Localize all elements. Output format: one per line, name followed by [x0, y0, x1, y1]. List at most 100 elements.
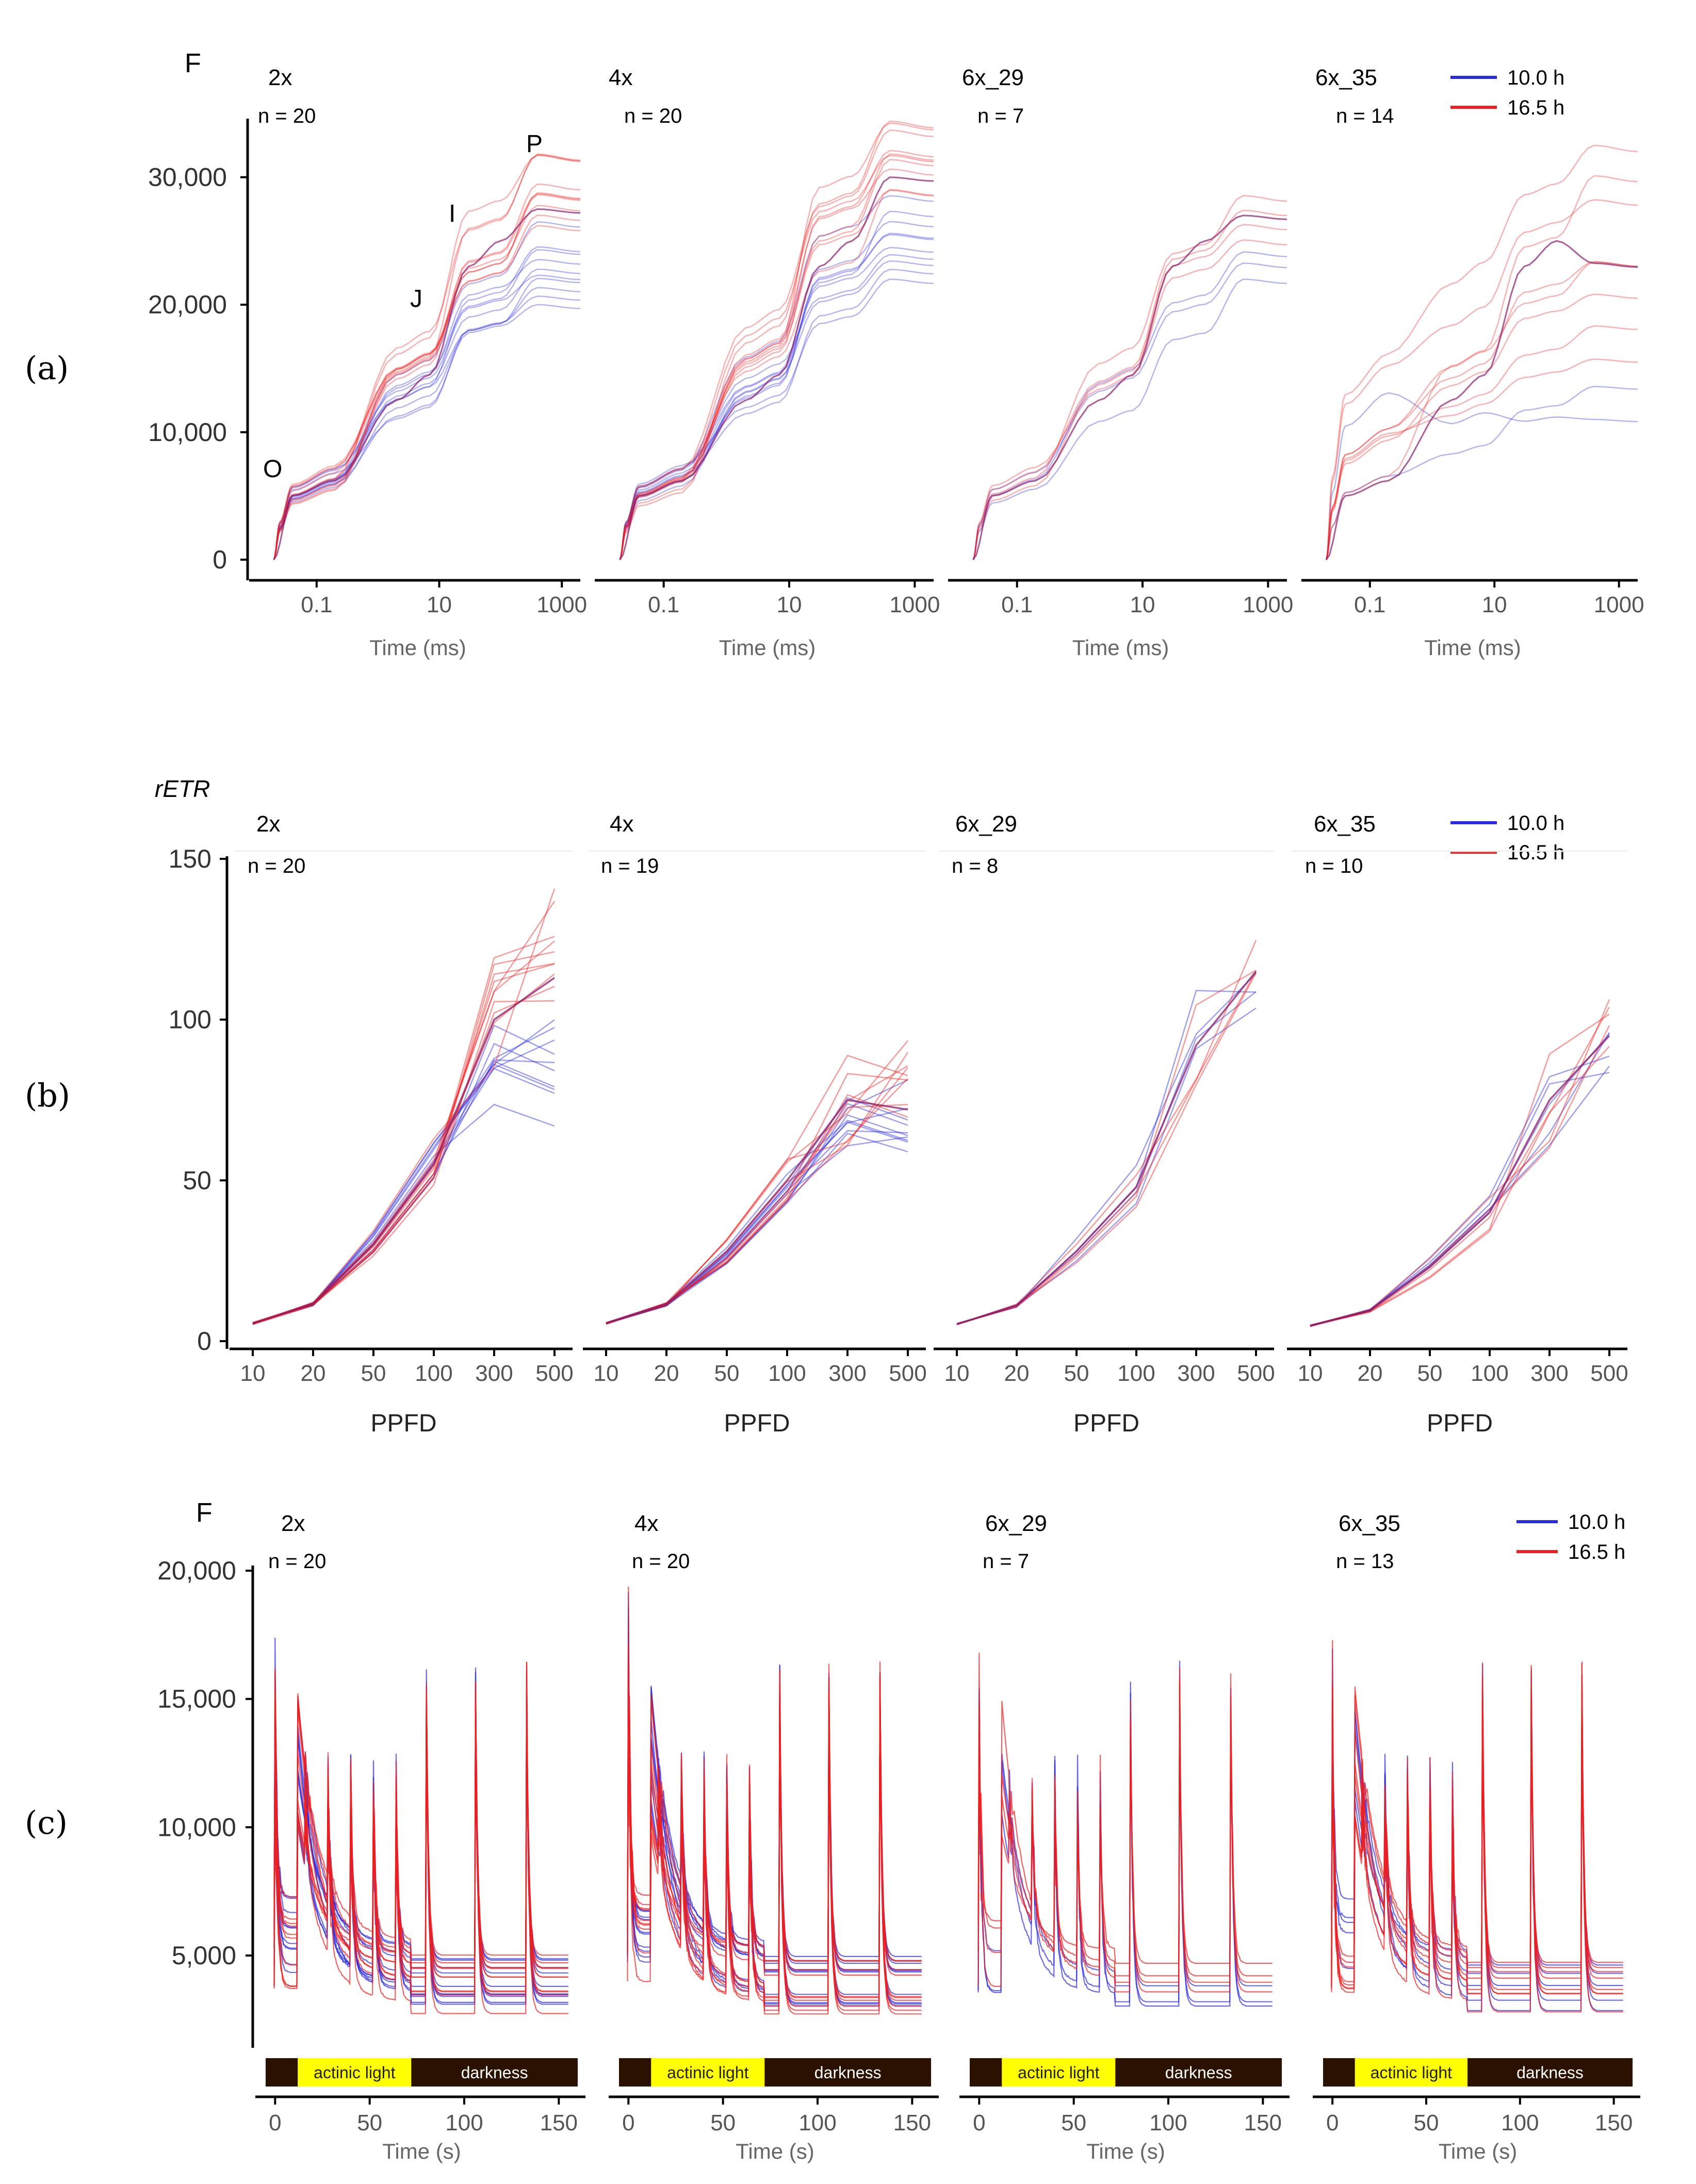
curve-b-4x-0 — [606, 1121, 908, 1324]
ojip-label-I: I — [449, 200, 455, 227]
curve-a-4x-6 — [619, 233, 934, 560]
curve-a-4x-0 — [619, 279, 934, 560]
x-title-b-6x_35: PPFD — [1427, 1410, 1493, 1437]
curve-c-4x-16 — [627, 1683, 922, 1976]
y-tick-label-b-1: 50 — [183, 1166, 211, 1195]
curve-b-2x-3 — [252, 1039, 555, 1324]
panel-label-c: (c) — [25, 1804, 68, 1841]
y-tick-label-c-2: 15,000 — [157, 1685, 236, 1714]
curve-a-2x-14 — [273, 194, 581, 560]
facet-b-2x: 10 20 50 100 300 500 PPFD 2x n = 20 — [230, 811, 574, 1437]
x-tick-label-b-6x_35-5: 500 — [1590, 1361, 1628, 1386]
curve-b-4x-8 — [606, 1103, 908, 1324]
curve-c-2x-1 — [273, 1692, 568, 1987]
facet-b-6x_35: 10 20 50 100 300 500 PPFD 6x_35n = 10 — [1287, 811, 1628, 1437]
x-tick-label-b-6x_35-0: 10 — [1298, 1361, 1323, 1386]
curve-a-4x-9 — [619, 195, 934, 560]
y-tick-label-b-0: 0 — [197, 1327, 211, 1356]
light-bar-actinic-label-4x: actinic light — [667, 2063, 748, 2082]
panel-label-a: (a) — [25, 349, 69, 387]
curve-a-2x-11 — [273, 214, 581, 560]
curve-a-2x-6 — [273, 259, 581, 560]
curve-a-6x_29-3 — [972, 239, 1287, 560]
panel-label-b: (b) — [25, 1077, 70, 1114]
y-tick-label-b-3: 150 — [169, 844, 211, 873]
curve-c-2x-6 — [273, 1699, 568, 2003]
curve-b-6x_35-mean — [1310, 1035, 1610, 1327]
facet-title-c-2x: 2x — [281, 1511, 305, 1536]
light-bar-darkness-4x — [764, 2058, 931, 2087]
y-tick-label-c-1: 10,000 — [157, 1813, 236, 1841]
curve-a-4x-5 — [619, 234, 934, 560]
curve-c-2x-18 — [273, 1707, 568, 1992]
x-tick-label-a-4x-2: 1000 — [889, 592, 940, 617]
curve-a-4x-17 — [619, 129, 934, 560]
x-title-a-2x: Time (ms) — [369, 635, 466, 660]
x-tick-label-b-2x-1: 20 — [301, 1361, 326, 1386]
x-title-b-2x: PPFD — [370, 1410, 436, 1437]
curve-a-6x_35-3 — [1326, 325, 1638, 560]
curve-b-2x-18 — [252, 901, 556, 1324]
curve-b-6x_29-4 — [956, 969, 1257, 1325]
light-bar-darkness-2x — [411, 2058, 578, 2087]
legend-c-blue-label: 10.0 h — [1568, 1511, 1625, 1534]
light-bar-darkness-label-6x_35: darkness — [1516, 2063, 1584, 2082]
curve-a-4x-1 — [619, 269, 934, 560]
curve-c-4x-6 — [627, 1592, 922, 1973]
curve-c-2x-7 — [273, 1637, 568, 1995]
legend-a-blue-label: 10.0 h — [1507, 67, 1564, 89]
curve-b-2x-12 — [252, 963, 555, 1325]
x-tick-label-a-2x-0: 0.1 — [301, 592, 332, 617]
x-tick-label-b-2x-2: 50 — [361, 1361, 386, 1386]
x-title-c-4x: Time (s) — [736, 2139, 814, 2163]
facet-a-6x_29: 0.1 10 1000 Time (ms) 6x_29n = 7 — [948, 65, 1293, 660]
x-tick-label-b-6x_29-3: 100 — [1117, 1361, 1155, 1386]
curve-c-6x_35-0 — [1331, 1682, 1623, 1974]
facet-c-6x_35: actinic light darkness 0 50 100 150 Time (s) 6x… — [1313, 1511, 1640, 2163]
curve-a-6x_35-5 — [1326, 261, 1638, 560]
curve-b-6x_29-3 — [956, 973, 1257, 1324]
n-label-a-6x_35: n = 14 — [1336, 105, 1394, 127]
y-tick-label-b-2: 100 — [169, 1005, 211, 1034]
curve-a-4x-14 — [619, 150, 934, 560]
light-bar-darkness-label-2x: darkness — [461, 2063, 528, 2082]
x-tick-label-a-4x-0: 0.1 — [648, 592, 679, 617]
legend-b-red-label: 16.5 h — [1507, 841, 1564, 864]
curve-c-2x-19 — [273, 1661, 568, 1978]
curve-b-4x-mean — [606, 1099, 908, 1325]
curve-a-6x_29-4 — [972, 224, 1287, 560]
curve-c-2x-13 — [273, 1671, 568, 1969]
curve-a-2x-2 — [273, 287, 581, 560]
curve-a-2x-18 — [273, 154, 581, 560]
curve-a-2x-1 — [273, 296, 581, 560]
curve-c-2x-17 — [273, 1682, 568, 1987]
curve-c-4x-7 — [627, 1669, 922, 1964]
curve-a-6x_35-6 — [1326, 261, 1638, 560]
curve-a-6x_35-1 — [1326, 386, 1638, 560]
curve-b-4x-13 — [606, 1078, 908, 1325]
x-tick-label-c-6x_29-1: 50 — [1061, 2110, 1086, 2136]
n-label-c-4x: n = 20 — [632, 1550, 690, 1573]
curve-a-6x_35-2 — [1326, 358, 1638, 560]
light-bar-actinic-4x — [651, 2058, 765, 2087]
curve-a-6x_35-0 — [1326, 392, 1638, 560]
x-tick-label-c-6x_35-0: 0 — [1326, 2110, 1339, 2136]
curve-c-4x-12 — [627, 1690, 922, 2015]
curve-b-6x_35-5 — [1310, 1046, 1610, 1327]
y-tick-label-a-2: 20,000 — [148, 290, 227, 319]
curve-b-2x-6 — [252, 1019, 555, 1324]
curve-c-2x-9 — [273, 1665, 568, 2005]
curve-a-4x-mean — [619, 176, 934, 560]
x-title-c-2x: Time (s) — [382, 2139, 461, 2163]
x-tick-label-b-6x_29-1: 20 — [1004, 1361, 1030, 1386]
curve-a-4x-10 — [619, 189, 934, 560]
curve-b-4x-3 — [606, 1119, 908, 1324]
x-tick-label-c-6x_35-2: 100 — [1501, 2110, 1539, 2136]
curve-a-2x-4 — [273, 274, 581, 560]
curve-c-6x_29-4 — [977, 1673, 1273, 1987]
curve-a-6x_29-0 — [972, 279, 1287, 560]
curve-c-2x-3 — [273, 1686, 568, 1997]
curve-a-4x-3 — [619, 254, 934, 560]
x-tick-label-b-4x-0: 10 — [594, 1361, 619, 1386]
light-bar-actinic-label-6x_29: actinic light — [1018, 2063, 1099, 2082]
